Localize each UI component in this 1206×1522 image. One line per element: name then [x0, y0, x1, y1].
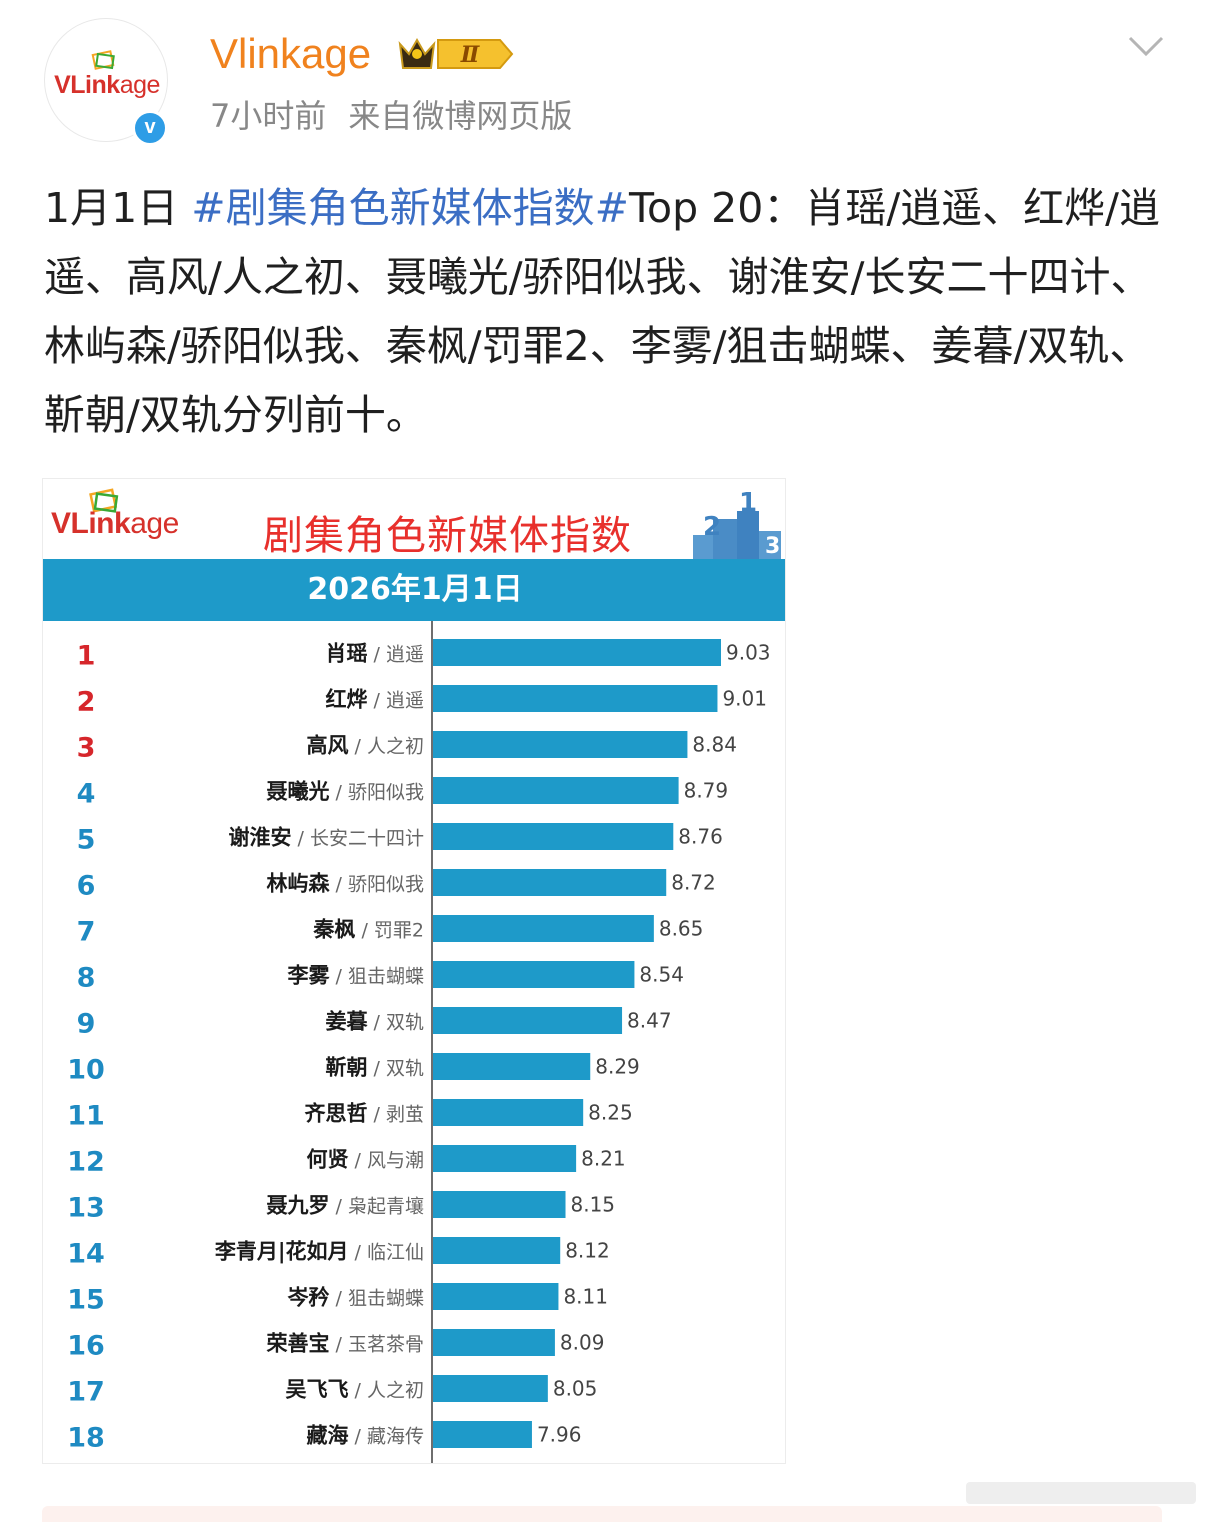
svg-text:2: 2: [703, 512, 721, 542]
rank-label: 9: [77, 1009, 96, 1040]
bar: [433, 1421, 532, 1448]
value-label: 8.54: [639, 963, 684, 987]
bar: [433, 961, 635, 988]
post-time[interactable]: 7小时前: [210, 97, 327, 135]
category-label: 何贤 / 风与潮: [307, 1148, 424, 1172]
logo-frame-icon: [89, 488, 119, 513]
podium-icon: 2 1 3: [693, 488, 781, 561]
value-label: 8.79: [684, 779, 729, 803]
category-label: 聂九罗 / 枭起青壤: [266, 1194, 424, 1218]
bar: [433, 777, 679, 804]
post-text: 1月1日 #剧集角色新媒体指数#Top 20：肖瑶/逍遥、红烨/逍遥、高风/人之…: [44, 174, 1174, 450]
next-post-preview: [42, 1506, 1162, 1522]
category-label: 秦枫 / 罚罪2: [312, 918, 424, 942]
bar-chart: 1 肖瑶 / 逍遥 9.03 2 红烨 / 逍遥 9.01 3 高风 / 人之初 8.84 4 聂曦…: [67, 621, 771, 1463]
bar: [433, 1053, 591, 1080]
rank-label: 12: [67, 1147, 105, 1178]
bar: [433, 731, 688, 758]
value-label: 9.01: [722, 687, 767, 711]
bar: [433, 823, 674, 850]
rank-label: 14: [67, 1239, 105, 1270]
category-label: 岑矜 / 狙击蝴蝶: [288, 1286, 424, 1310]
bar: [433, 1145, 577, 1172]
bar: [433, 1237, 561, 1264]
category-label: 聂曦光 / 骄阳似我: [266, 780, 424, 804]
username[interactable]: Vlinkage: [210, 30, 372, 77]
hashtag-link[interactable]: #剧集角色新媒体指数#: [191, 184, 629, 232]
verified-badge-icon: v: [132, 110, 168, 146]
category-label: 藏海 / 藏海传: [307, 1424, 424, 1448]
category-label: 吴飞飞 / 人之初: [286, 1378, 424, 1402]
rank-label: 7: [77, 917, 96, 948]
category-label: 李青月|花如月 / 临江仙: [214, 1240, 424, 1265]
rank-label: 10: [67, 1055, 105, 1086]
rank-label: 15: [67, 1285, 105, 1316]
rank-label: 1: [77, 641, 96, 672]
rank-label: 5: [77, 825, 96, 856]
bar: [433, 639, 721, 666]
value-label: 7.96: [537, 1423, 582, 1447]
rank-label: 4: [77, 779, 96, 810]
bar: [433, 1329, 555, 1356]
value-label: 8.65: [659, 917, 704, 941]
rank-label: 18: [67, 1423, 105, 1454]
value-label: 8.05: [553, 1377, 598, 1401]
chart-date-band: 2026年1月1日: [43, 559, 785, 621]
crown-vip-icon[interactable]: Ⅱ: [396, 32, 516, 76]
bar: [433, 1007, 623, 1034]
pager-dots-icon: [966, 1482, 1196, 1504]
value-label: 8.11: [563, 1285, 608, 1309]
value-label: 8.12: [565, 1239, 610, 1263]
value-label: 8.15: [571, 1193, 616, 1217]
svg-text:3: 3: [765, 534, 780, 559]
rank-label: 13: [67, 1193, 105, 1224]
card-logo: VLinkage: [51, 507, 179, 540]
rank-label: 2: [77, 687, 96, 718]
value-label: 8.76: [678, 825, 723, 849]
category-label: 李雾 / 狙击蝴蝶: [287, 964, 424, 988]
value-label: 8.25: [588, 1101, 633, 1125]
category-label: 姜暮 / 双轨: [326, 1010, 424, 1034]
bar: [433, 1099, 584, 1126]
logo-frame-icon: [91, 50, 115, 70]
category-label: 林屿森 / 骄阳似我: [267, 872, 424, 896]
bar: [433, 1191, 566, 1218]
bar: [433, 1375, 548, 1402]
rank-label: 6: [77, 871, 96, 902]
post-text-prefix: 1月1日: [44, 184, 192, 232]
rank-label: 11: [67, 1101, 105, 1132]
post-text-body: Top 20：肖瑶/逍遥、红烨/逍遥、高风/人之初、聂曦光/骄阳似我、谢淮安/长…: [44, 184, 1160, 439]
category-label: 肖瑶 / 逍遥: [326, 642, 424, 666]
value-label: 9.03: [726, 641, 771, 665]
post-meta: 7小时前 来自微博网页版: [210, 96, 572, 136]
bar: [433, 915, 654, 942]
category-label: 谢淮安 / 长安二十四计: [229, 826, 424, 850]
chart-title: 剧集角色新媒体指数: [263, 513, 632, 559]
category-label: 高风 / 人之初: [307, 734, 424, 758]
value-label: 8.21: [581, 1147, 626, 1171]
avatar[interactable]: VLinkage: [44, 18, 168, 142]
rank-label: 3: [77, 733, 96, 764]
rank-label: 16: [67, 1331, 105, 1362]
rank-label: 8: [77, 963, 96, 994]
category-label: 荣善宝 / 玉茗茶骨: [266, 1332, 424, 1356]
category-label: 红烨 / 逍遥: [326, 688, 424, 712]
rank-label: 17: [67, 1377, 105, 1408]
avatar-logo: VLinkage: [54, 71, 160, 99]
svg-text:1: 1: [739, 488, 757, 518]
chart-card[interactable]: VLinkage 剧集角色新媒体指数 2 1 3 2026年1月1日 1 肖瑶 /…: [42, 478, 786, 1464]
value-label: 8.47: [627, 1009, 672, 1033]
value-label: 8.09: [560, 1331, 605, 1355]
category-label: 齐思哲 / 剥茧: [305, 1102, 424, 1126]
chevron-down-icon[interactable]: [1126, 32, 1166, 60]
vip-level-label: Ⅱ: [460, 42, 481, 68]
post-source: 来自微博网页版: [348, 97, 573, 135]
bar: [433, 1283, 559, 1310]
value-label: 8.29: [595, 1055, 640, 1079]
value-label: 8.72: [671, 871, 716, 895]
bar: [433, 869, 667, 896]
category-label: 靳朝 / 双轨: [326, 1056, 424, 1080]
bar: [433, 685, 718, 712]
value-label: 8.84: [692, 733, 737, 757]
